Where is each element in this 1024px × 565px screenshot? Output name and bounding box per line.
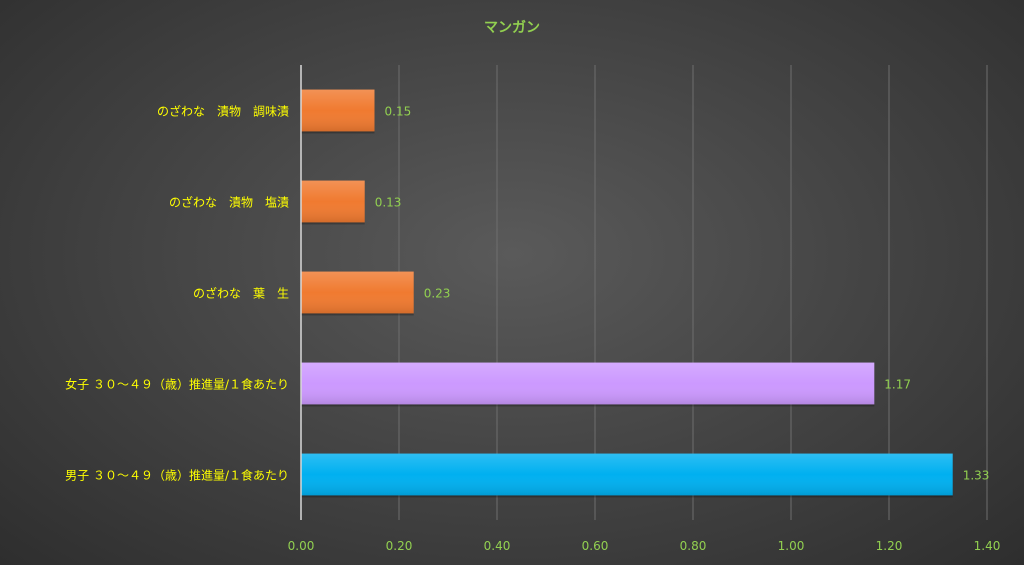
bar-shade xyxy=(301,180,365,223)
bar-shadow xyxy=(301,131,375,134)
bar-shade xyxy=(301,89,375,132)
x-tick-labels: 0.00 0.20 0.40 0.60 0.80 1.00 1.20 1.40 xyxy=(288,539,1001,553)
data-label: 1.33 xyxy=(963,469,990,483)
category-label: のざわな 漬物 塩漬 xyxy=(169,195,289,210)
category-label: 男子 ３０～４９（歳）推進量/１食あたり xyxy=(65,468,289,483)
data-label: 0.23 xyxy=(424,287,451,301)
gridlines xyxy=(398,65,988,520)
bar xyxy=(301,180,365,225)
data-label: 1.17 xyxy=(884,378,911,392)
bar-shadow xyxy=(301,404,875,407)
bar-shadow xyxy=(301,222,365,225)
category-label: 女子 ３０～４９（歳）推進量/１食あたり xyxy=(65,377,289,392)
x-tick-label: 1.20 xyxy=(876,539,903,553)
x-tick-label: 0.60 xyxy=(582,539,609,553)
value-labels: 0.15 0.13 0.23 1.17 1.33 xyxy=(375,105,990,483)
category-label: のざわな 漬物 調味漬 xyxy=(157,104,289,119)
x-tick-label: 0.00 xyxy=(288,539,315,553)
x-tick-label: 0.20 xyxy=(386,539,413,553)
bar xyxy=(301,453,953,498)
bar xyxy=(301,362,875,407)
bar-shade xyxy=(301,362,875,405)
bar-shadow xyxy=(301,313,414,316)
bar-shade xyxy=(301,453,953,496)
x-tick-label: 0.40 xyxy=(484,539,511,553)
bar-shade xyxy=(301,271,414,314)
data-label: 0.15 xyxy=(385,105,412,119)
x-tick-label: 1.40 xyxy=(974,539,1001,553)
data-label: 0.13 xyxy=(375,196,402,210)
bar-shadow xyxy=(301,495,953,498)
x-tick-label: 1.00 xyxy=(778,539,805,553)
chart-title: マンガン xyxy=(484,20,540,36)
bar xyxy=(301,271,414,316)
category-label: のざわな 葉 生 xyxy=(193,286,289,301)
bar xyxy=(301,89,375,134)
x-tick-label: 0.80 xyxy=(680,539,707,553)
bars xyxy=(301,89,953,498)
